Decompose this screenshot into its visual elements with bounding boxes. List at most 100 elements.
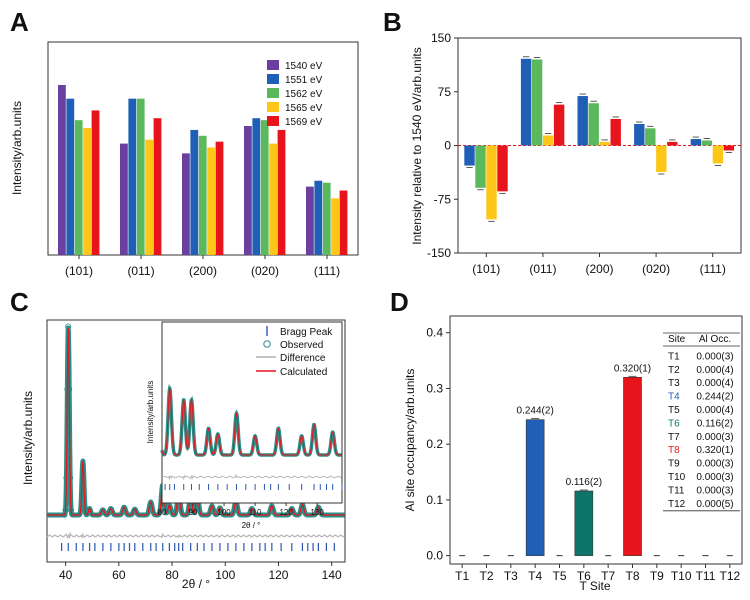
c-xtick-label-60: 60 (112, 568, 126, 582)
b-ylabel: Intensity relative to 1540 eV/arb.units (410, 47, 424, 244)
panel-a: Intensity/arb.units (101) (011) (200) (020)… (10, 41, 359, 278)
a-bar-020-1562ev (260, 120, 269, 256)
d-table-site-t3: T3 (668, 378, 680, 389)
a-xtick-label-200: (200) (189, 264, 217, 278)
d-bar-t8 (623, 377, 642, 556)
a-bar-200-1569ev (215, 141, 224, 255)
d-table-occ-t7: 0.000(3) (696, 432, 733, 443)
d-table-occ-t4: 0.244(2) (696, 392, 733, 403)
d-table-site-t4: T4 (668, 392, 680, 403)
a-legend-label-1569: 1569 eV (285, 117, 323, 128)
b-bar-111-1562ev (701, 140, 713, 146)
c-inset-xtick-label-110: 110 (249, 508, 262, 517)
b-bar-111-1569ev (723, 145, 735, 151)
c-legend-difference-label: Difference (280, 353, 326, 364)
b-bar-200-1565ev (599, 141, 610, 146)
d-table-site-t10: T10 (668, 472, 686, 483)
panel-label-a: A (10, 7, 29, 37)
a-xtick-label-011: (011) (127, 264, 154, 278)
b-ytick-label-75: -75 (434, 192, 452, 206)
d-ytick-label-03: 0.3 (426, 381, 443, 395)
d-xtick-label-t1: T1 (455, 569, 469, 583)
b-ytick-label-150: 150 (431, 31, 451, 45)
b-bar-020-1569ev (667, 141, 678, 146)
b-bar-020-1565ev (656, 145, 667, 173)
c-inset-xtick-label-130: 130 (310, 508, 324, 517)
a-bar-200-1551ev (190, 129, 199, 255)
b-xtick-label-200: (200) (585, 262, 613, 276)
d-table-site-t2: T2 (668, 365, 680, 376)
c-legend-bragg-label: Bragg Peak (280, 327, 333, 338)
a-legend: 1540 eV 1551 eV 1562 eV 1565 eV 1569 eV (267, 60, 323, 128)
b-bar-200-1562ev (588, 103, 599, 146)
d-table-site-t1: T1 (668, 351, 680, 362)
c-ylabel: Intensity/arb.units (21, 391, 35, 485)
a-legend-swatch-1569 (267, 116, 279, 126)
c-xlabel: 2θ / ° (182, 577, 210, 591)
d-table-occ-t1: 0.000(3) (696, 351, 733, 362)
d-bar-t6 (574, 490, 594, 556)
a-bar-200-1565ev (207, 147, 215, 255)
c-inset-calculated-trace (161, 387, 342, 456)
a-bar-200-1562ev (198, 135, 207, 255)
a-bar-011-1551ev (128, 98, 137, 255)
a-bar-011-1540ev (120, 143, 128, 255)
d-table-header-site: Site (668, 334, 686, 345)
a-legend-label-1551: 1551 eV (285, 75, 323, 86)
d-table-occ-t12: 0.000(5) (696, 499, 733, 510)
b-bar-011-1569ev (553, 104, 565, 146)
d-xtick-label-t3: T3 (504, 569, 518, 583)
d-xtick-label-t9: T9 (650, 569, 664, 583)
d-xtick-label-t11: T11 (696, 569, 716, 583)
d-table-occ-t10: 0.000(3) (696, 472, 733, 483)
a-bar-101-1551ev (66, 98, 75, 255)
d-table-occ-t11: 0.000(3) (696, 485, 733, 496)
c-inset-xlabel: 2θ / ° (242, 521, 261, 530)
c-inset-ylabel: Intensity/arb.units (146, 381, 155, 444)
panel-d: Al site occupancy/arb.units T Site 0.0 0.… (403, 315, 743, 593)
b-xtick-label-111: (111) (700, 262, 726, 276)
d-xtick-label-t5: T5 (552, 569, 566, 583)
a-bar-020-1540ev (244, 126, 252, 255)
d-table-site-t5: T5 (668, 405, 680, 416)
d-table-occ-t3: 0.000(4) (696, 378, 733, 389)
b-ytick-label-75: 75 (438, 85, 452, 99)
d-table-occ-t9: 0.000(3) (696, 459, 733, 470)
c-legend: Bragg Peak Observed Difference Calculate… (256, 326, 333, 378)
b-bar-111-1565ev (712, 145, 724, 164)
d-table-occ-t5: 0.000(4) (696, 405, 733, 416)
d-table-site-t6: T6 (668, 418, 680, 429)
d-data-label-t8: 0.320(1) (614, 363, 651, 374)
b-xtick-label-011: (011) (529, 262, 556, 276)
b-bar-101-1562ev (475, 145, 486, 188)
a-ylabel: Intensity/arb.units (10, 101, 24, 195)
d-xtick-label-t12: T12 (719, 569, 740, 583)
d-table-site-t8: T8 (668, 445, 680, 456)
d-xtick-label-t7: T7 (601, 569, 615, 583)
c-xtick-label-80: 80 (165, 568, 179, 582)
a-bar-111-1551ev (314, 180, 323, 255)
a-bar-101-1562ev (74, 120, 83, 256)
d-table-site-t7: T7 (668, 432, 680, 443)
c-legend-observed-mark (263, 340, 271, 348)
b-bar-020-1551ev (634, 124, 645, 146)
a-legend-label-1562: 1562 eV (285, 89, 323, 100)
b-xtick-label-020: (020) (642, 262, 670, 276)
a-xtick-label-020: (020) (251, 264, 279, 278)
d-ytick-label-04: 0.4 (426, 326, 443, 340)
a-xtick-label-111: (111) (314, 264, 340, 278)
a-legend-swatch-1562 (267, 88, 279, 98)
c-xtick-label-140: 140 (322, 568, 342, 582)
d-bar-t4 (525, 419, 545, 556)
a-bar-101-1565ev (83, 127, 91, 255)
c-inset-xtick-label-90: 90 (189, 508, 198, 517)
panel-b: Intensity relative to 1540 eV/arb.units … (410, 31, 742, 276)
b-bar-101-1551ev (464, 145, 475, 166)
d-table-occ-t2: 0.000(4) (696, 365, 733, 376)
b-bar-011-1562ev (531, 59, 543, 146)
c-calculated-trace (47, 327, 345, 516)
a-bar-101-1540ev (58, 84, 66, 256)
a-legend-swatch-1540 (267, 60, 279, 70)
b-xtick-label-101: (101) (472, 262, 500, 276)
